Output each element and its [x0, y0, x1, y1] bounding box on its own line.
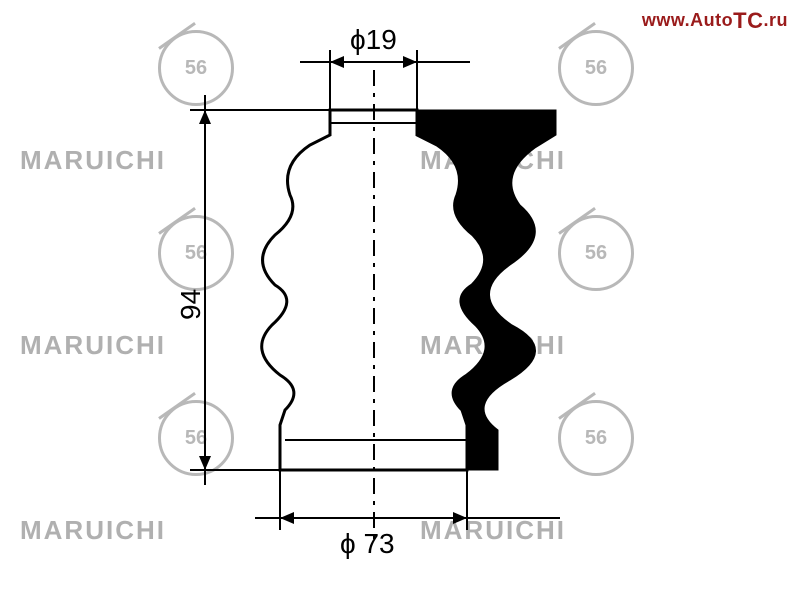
dim-label-height: 94: [175, 289, 207, 320]
arrowhead-icon: [199, 456, 211, 470]
arrowhead-icon: [403, 56, 417, 68]
arrowhead-icon: [330, 56, 344, 68]
dim-label-bottom-diameter: ϕ 73: [340, 528, 395, 560]
site-watermark-prefix: www.Auto: [642, 10, 733, 30]
site-watermark-suffix: .ru: [763, 10, 788, 30]
site-watermark-tc: TC: [733, 8, 763, 33]
site-watermark: www.AutoTC.ru: [642, 6, 788, 32]
drawing-canvas: 56 56 56 56 56 56 MARUICHI MARUICHI MARU…: [0, 0, 800, 600]
arrowhead-icon: [280, 512, 294, 524]
boot-profile-fill: [417, 110, 556, 470]
arrowhead-icon: [453, 512, 467, 524]
arrowhead-icon: [199, 110, 211, 124]
technical-drawing-svg: [0, 0, 800, 600]
dim-label-top-diameter: ϕ19: [350, 24, 397, 56]
